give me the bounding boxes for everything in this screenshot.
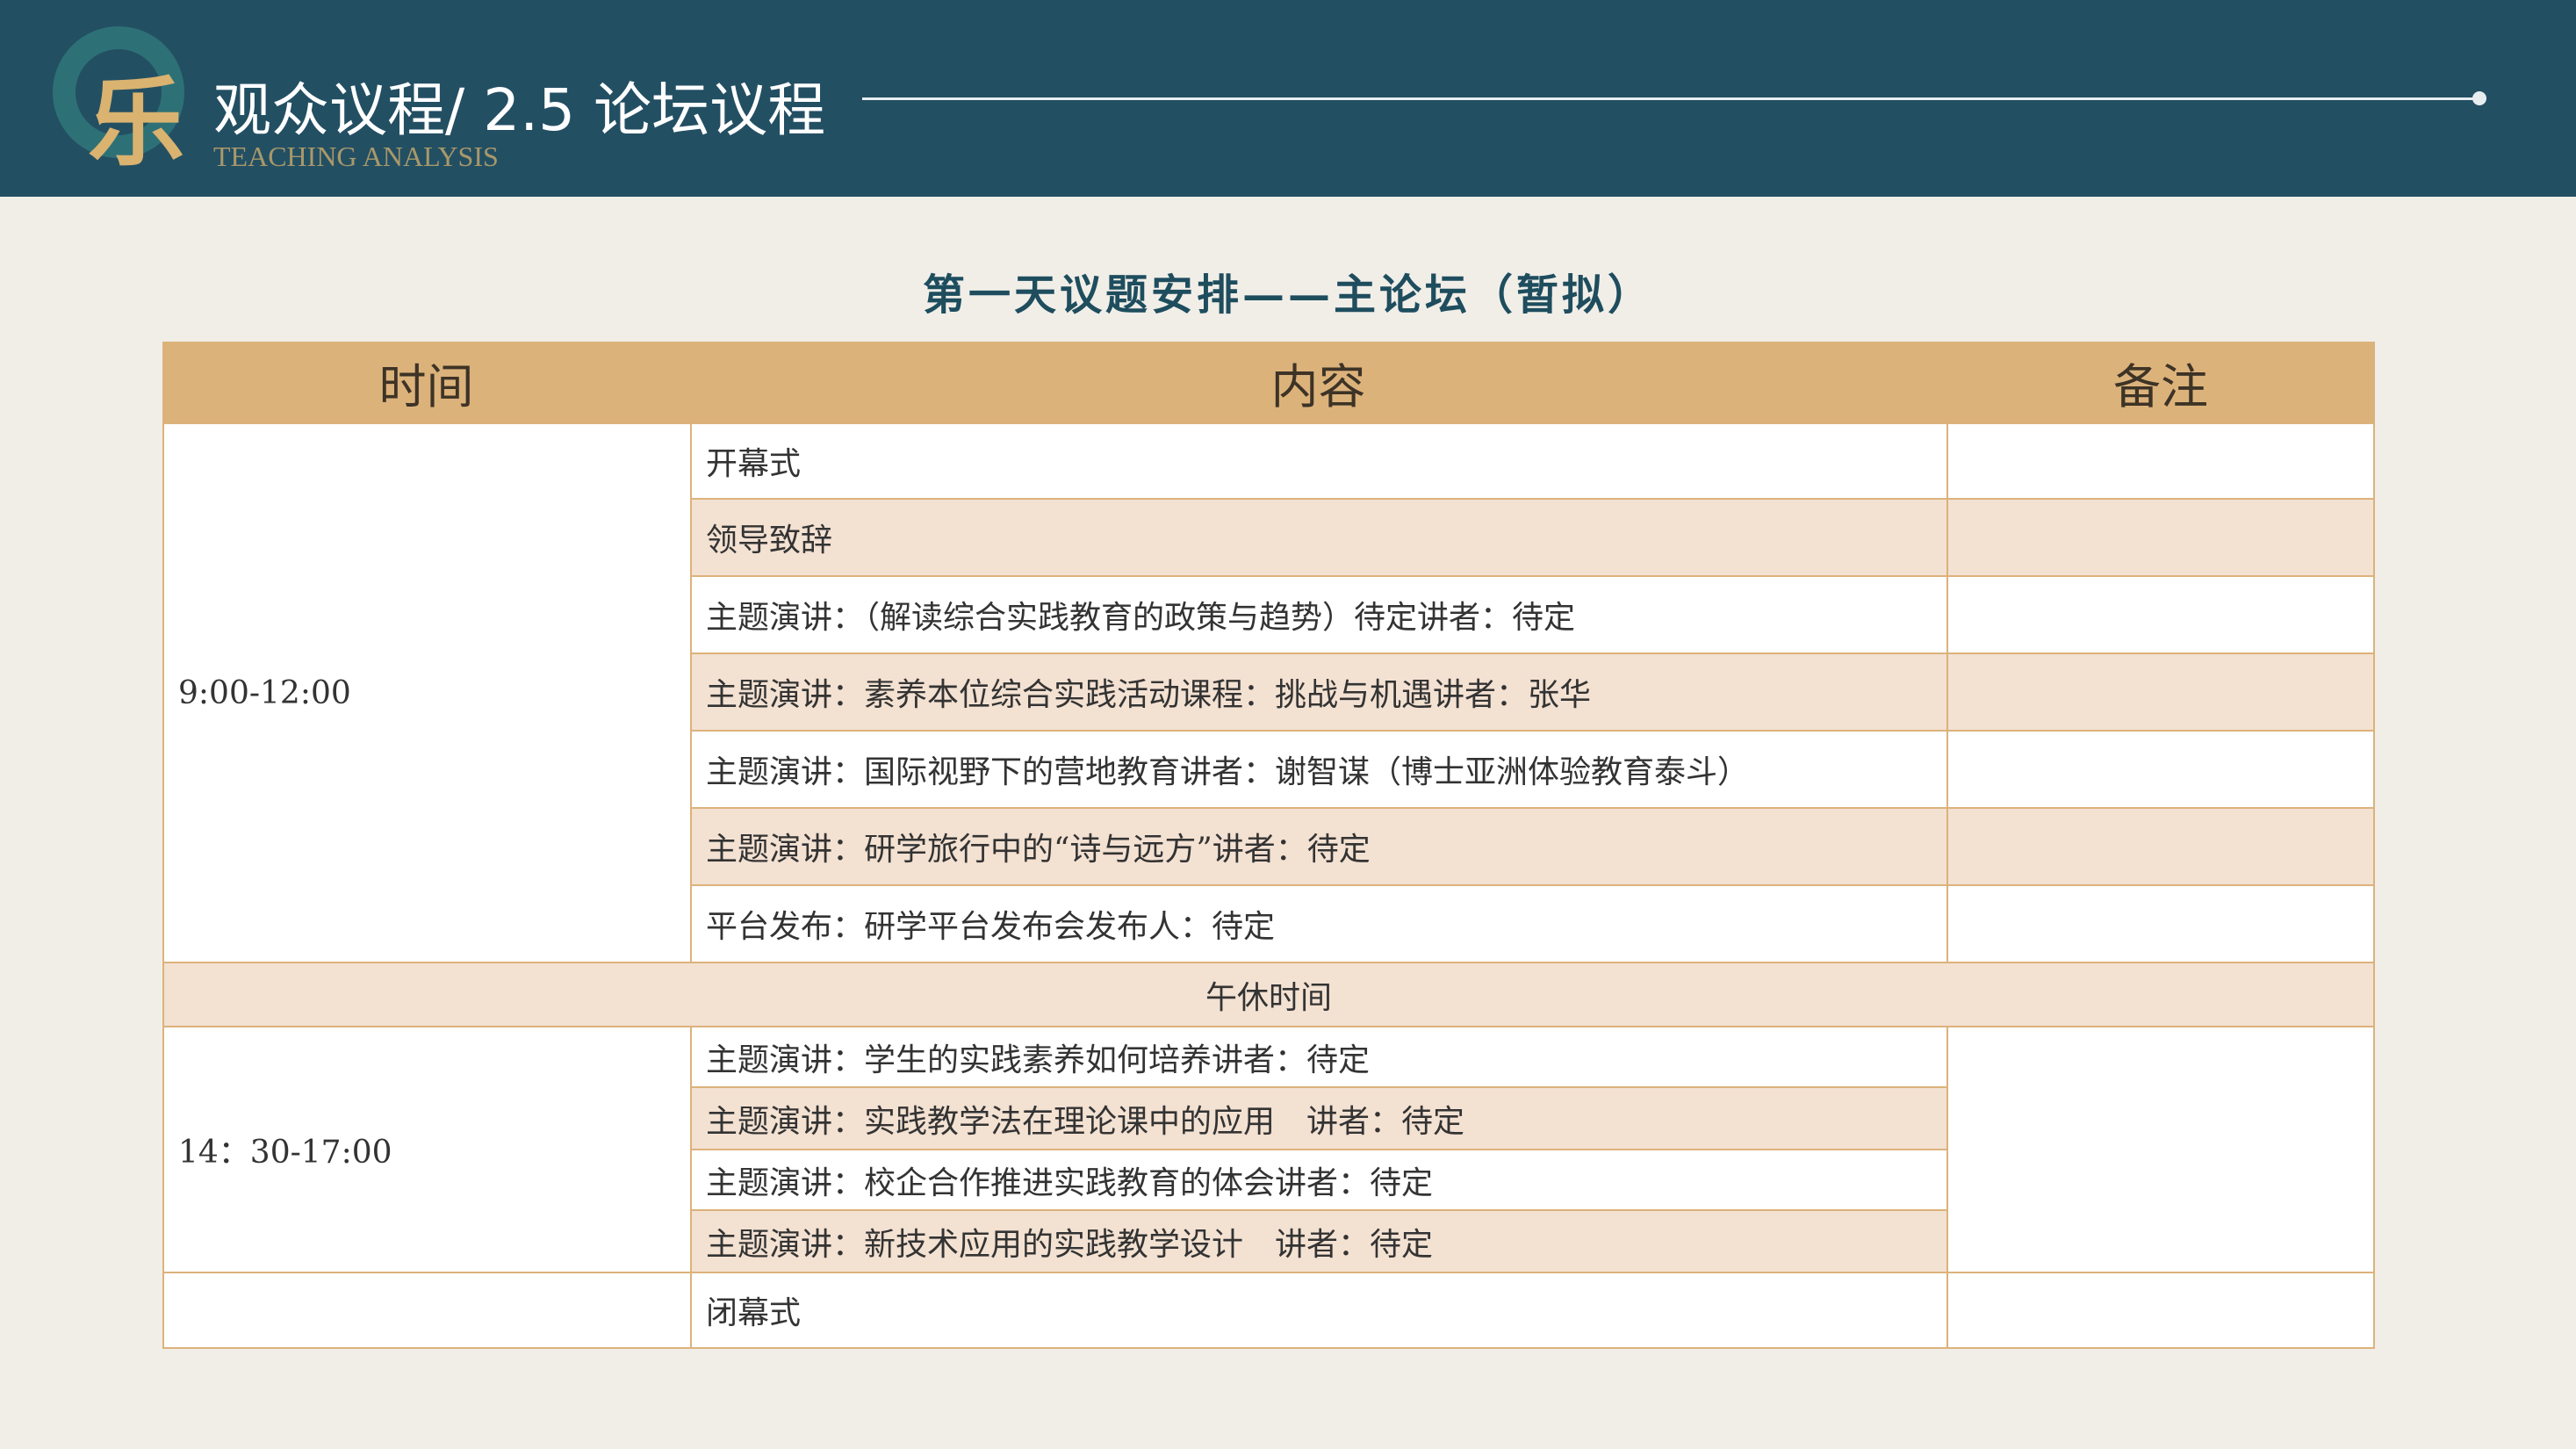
calligraphy-logo-icon: 乐 xyxy=(88,66,184,179)
morning-time-cell: 9:00-12:00 xyxy=(162,422,692,963)
agenda-row: 主题演讲：实践教学法在理论课中的应用 讲者：待定 xyxy=(690,1086,1948,1150)
table-title: 第一天议题安排——主论坛（暂拟） xyxy=(922,270,1653,320)
agenda-row: 领导致辞 xyxy=(690,498,1948,577)
header-divider xyxy=(862,97,2480,100)
notes-cell xyxy=(1946,730,2375,809)
notes-cell xyxy=(1946,807,2375,886)
agenda-row: 主题演讲：研学旅行中的“诗与远方”讲者：待定 xyxy=(690,807,1948,886)
agenda-row: 主题演讲：校企合作推进实践教育的体会讲者：待定 xyxy=(690,1149,1948,1211)
notes-cell xyxy=(1946,884,2375,963)
notes-cell xyxy=(1946,498,2375,577)
agenda-row: 主题演讲：素养本位综合实践活动课程：挑战与机遇讲者：张华 xyxy=(690,652,1948,732)
agenda-row: 闭幕式 xyxy=(690,1272,1948,1349)
column-header-content: 内容 xyxy=(690,342,1946,422)
header-bar: 乐 观众议程/ 2.5 论坛议程 TEACHING ANALYSIS xyxy=(0,0,2576,197)
notes-cell xyxy=(1946,652,2375,732)
agenda-row: 开幕式 xyxy=(690,422,1948,500)
column-header-time: 时间 xyxy=(162,342,690,422)
lunch-row: 午休时间 xyxy=(162,962,2375,1027)
column-header-notes: 备注 xyxy=(1946,342,2375,422)
page-title: 观众议程/ 2.5 论坛议程 xyxy=(213,76,826,144)
notes-cell xyxy=(1946,422,2375,500)
afternoon-time-cell: 14：30-17:00 xyxy=(162,1026,692,1273)
agenda-row: 主题演讲：（解读综合实践教育的政策与趋势）待定讲者：待定 xyxy=(690,575,1948,654)
page-subtitle: TEACHING ANALYSIS xyxy=(213,141,499,172)
closing-time-cell xyxy=(162,1272,692,1349)
agenda-row: 主题演讲：新技术应用的实践教学设计 讲者：待定 xyxy=(690,1209,1948,1273)
agenda-row: 平台发布：研学平台发布会发布人：待定 xyxy=(690,884,1948,963)
notes-cell xyxy=(1946,1272,2375,1349)
notes-cell xyxy=(1946,575,2375,654)
divider-dot xyxy=(2472,91,2486,105)
notes-cell xyxy=(1946,1026,2375,1273)
agenda-row: 主题演讲：学生的实践素养如何培养讲者：待定 xyxy=(690,1026,1948,1088)
agenda-row: 主题演讲：国际视野下的营地教育讲者：谢智谋（博士亚洲体验教育泰斗） xyxy=(690,730,1948,809)
